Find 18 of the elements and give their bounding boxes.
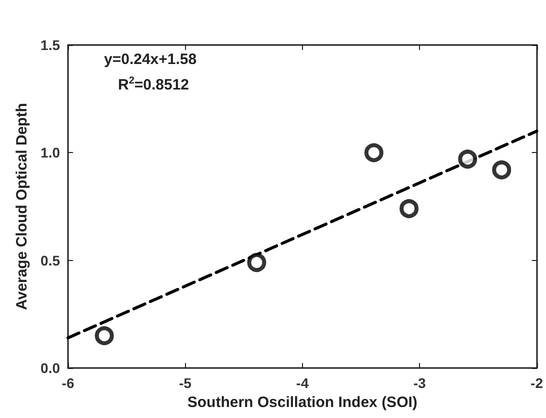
point (492, 160, 512, 180)
annotation: y=0.24x+1.58 (104, 51, 197, 68)
y-tick-label: 1.5 (40, 37, 60, 53)
x-tick-label: -5 (178, 375, 192, 391)
y-axis-title: Average Cloud Optical Depth (14, 103, 31, 310)
point (94, 326, 114, 346)
y-tick-label: 1.0 (40, 144, 60, 161)
x-tick-label: -4 (296, 375, 309, 391)
point (364, 143, 384, 162)
x-tick-label: -2 (530, 375, 544, 391)
x-axis-title: Southern Oscillation Index (SOI) (187, 394, 418, 411)
point (458, 150, 478, 169)
point (400, 199, 419, 218)
point (247, 252, 266, 272)
x-tick-label: -3 (413, 375, 426, 391)
x-tick-label: -6 (62, 375, 74, 391)
y-tick-label: 0.0 (40, 360, 60, 376)
y-tick-label: 0.5 (40, 252, 60, 268)
